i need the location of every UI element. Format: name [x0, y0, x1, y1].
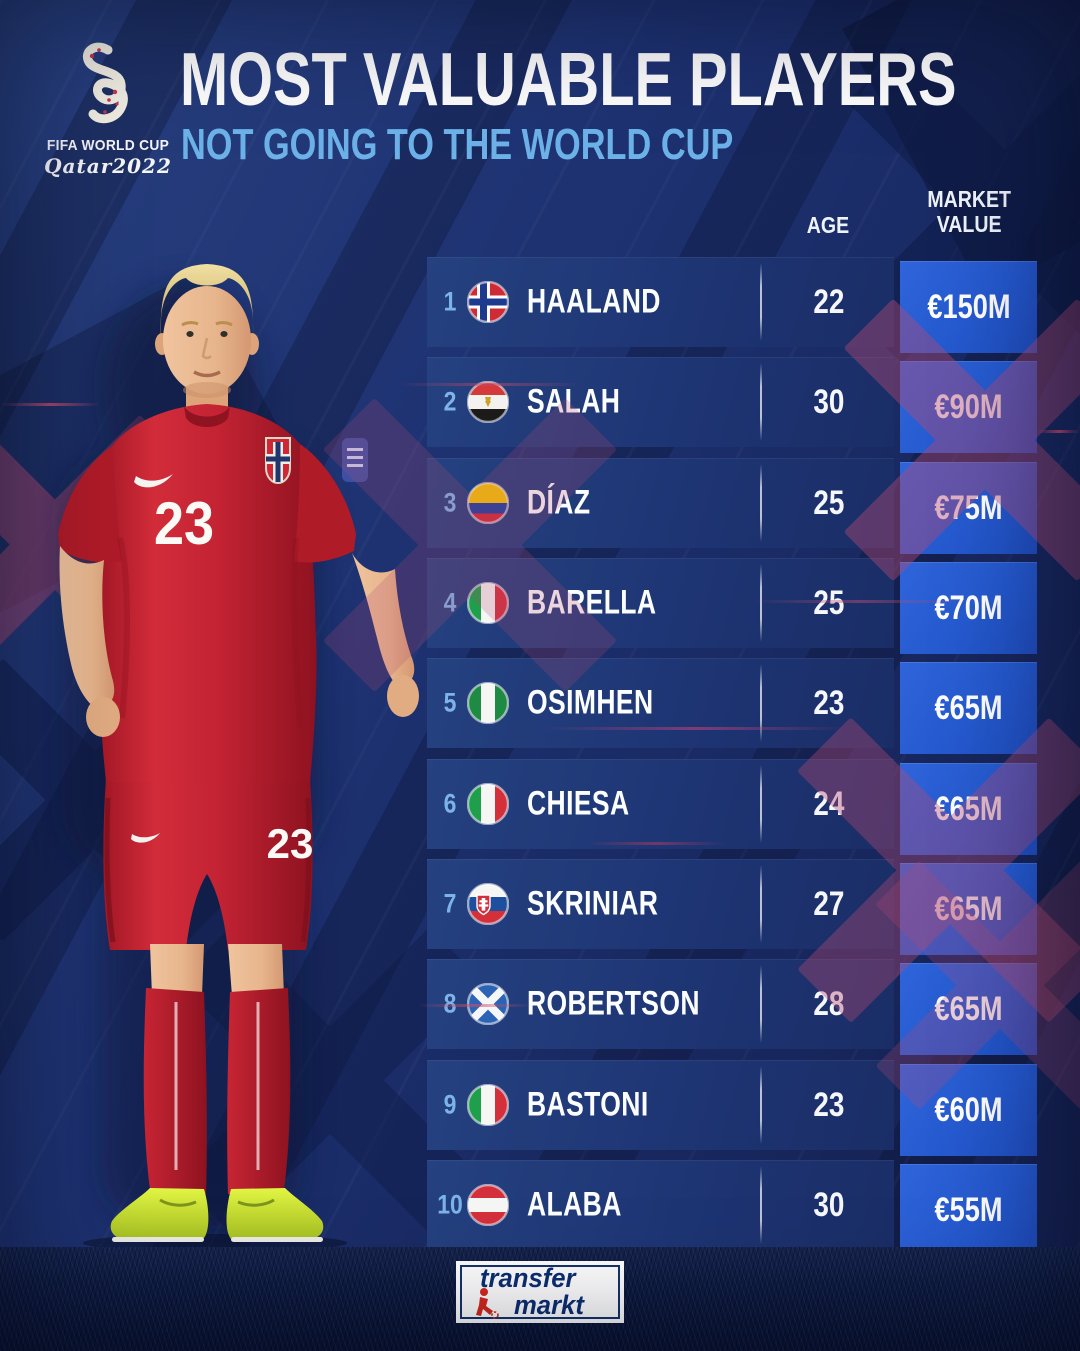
fifa-world-cup-label: FIFA WORLD CUP	[46, 137, 170, 154]
rank-label: 7	[443, 888, 457, 919]
column-divider	[760, 564, 762, 642]
column-divider	[760, 263, 762, 341]
player-name: SALAH	[527, 382, 621, 421]
austria-flag-icon	[467, 1184, 509, 1226]
market-value: €55M	[934, 1190, 1003, 1229]
player-age: 22	[813, 282, 845, 321]
market-value-cell: €150M	[900, 261, 1037, 353]
player-age: 30	[813, 382, 845, 421]
player-name: BARELLA	[527, 583, 657, 622]
player-age: 25	[813, 483, 845, 522]
market-value: €150M	[926, 287, 1011, 326]
market-value-cell: €70M	[900, 562, 1037, 654]
rank-label: 4	[443, 587, 457, 618]
column-divider	[760, 1066, 762, 1144]
column-divider	[760, 765, 762, 843]
rank-label: 8	[443, 988, 457, 1019]
page-subtitle: NOT GOING TO THE WORLD CUP	[181, 120, 734, 169]
market-value-cell: €65M	[900, 863, 1037, 955]
market-value-cell: €65M	[900, 662, 1037, 754]
market-value: €70M	[934, 588, 1003, 627]
table-row: 6 CHIESA 24 €65M	[427, 759, 1037, 855]
scotland-flag-icon	[467, 983, 509, 1025]
slovakia-flag-icon	[467, 883, 509, 925]
brand-word-transfer: transfer	[480, 1263, 576, 1293]
player-age: 23	[813, 683, 845, 722]
player-name: CHIESA	[527, 784, 630, 823]
player-name: OSIMHEN	[527, 683, 654, 722]
fifa-world-cup-logo: FIFA WORLD CUP Qatar2022	[40, 40, 176, 178]
market-value-cell: €65M	[900, 963, 1037, 1055]
italy-flag-icon	[467, 783, 509, 825]
table-row: 3 DÍAZ 25 €75M	[427, 458, 1037, 554]
italy-flag-icon	[467, 582, 509, 624]
player-age: 28	[813, 984, 845, 1023]
player-age: 30	[813, 1185, 845, 1224]
player-name: ROBERTSON	[527, 984, 700, 1023]
table-row: 7 SKRINIAR 27 €65M	[427, 859, 1037, 955]
column-divider	[760, 1166, 762, 1244]
market-value: €65M	[934, 889, 1003, 928]
svg-text:23: 23	[267, 820, 314, 867]
market-value-column-header: MARKET VALUE	[927, 186, 1011, 237]
rank-label: 3	[443, 487, 457, 518]
transfermarkt-player-icon	[476, 1288, 499, 1319]
brand-word-markt: markt	[514, 1290, 584, 1320]
market-value: €75M	[934, 488, 1003, 527]
rank-label: 9	[443, 1089, 457, 1120]
market-value: €60M	[934, 1090, 1003, 1129]
player-name: DÍAZ	[527, 483, 591, 522]
table-row: 2 SALAH 30 €90M	[427, 357, 1037, 453]
svg-text:23: 23	[154, 490, 214, 557]
market-value: €65M	[934, 789, 1003, 828]
italy-flag-icon	[467, 1084, 509, 1126]
player-age: 24	[813, 784, 845, 823]
norway-flag-icon	[467, 281, 509, 323]
table-row: 10 ALABA 30 €55M	[427, 1160, 1037, 1256]
transfermarkt-logo: transfer markt	[456, 1261, 624, 1323]
table-row: 4 BARELLA 25 €70M	[427, 558, 1037, 654]
table-row: 8 ROBERTSON 28 €65M	[427, 959, 1037, 1055]
market-value: €65M	[934, 989, 1003, 1028]
market-value-cell: €75M	[900, 462, 1037, 554]
rank-label: 6	[443, 788, 457, 819]
rank-label: 2	[443, 386, 457, 417]
egypt-flag-icon	[467, 381, 509, 423]
player-name: BASTONI	[527, 1085, 649, 1124]
player-name: HAALAND	[527, 282, 661, 321]
page-title: MOST VALUABLE PLAYERS	[180, 37, 957, 121]
column-divider	[760, 664, 762, 742]
column-divider	[760, 965, 762, 1043]
market-value: €90M	[934, 387, 1003, 426]
qatar-2022-label: Qatar2022	[44, 154, 172, 178]
player-age: 27	[813, 884, 845, 923]
market-value-cell: €90M	[900, 361, 1037, 453]
player-name: ALABA	[527, 1185, 622, 1224]
rank-label: 5	[443, 687, 457, 718]
rank-label: 10	[437, 1189, 463, 1220]
table-row: 9 BASTONI 23 €60M	[427, 1060, 1037, 1156]
age-column-header: AGE	[806, 212, 850, 238]
player-name: SKRINIAR	[527, 884, 659, 923]
market-value-cell: €55M	[900, 1164, 1037, 1256]
nigeria-flag-icon	[467, 682, 509, 724]
table-row: 5 OSIMHEN 23 €65M	[427, 658, 1037, 754]
player-age: 23	[813, 1085, 845, 1124]
haaland-player-photo: 23 23	[58, 264, 419, 1252]
qatar-2022-emblem-icon	[83, 42, 128, 124]
player-age: 25	[813, 583, 845, 622]
market-value-cell: €65M	[900, 763, 1037, 855]
rank-label: 1	[443, 286, 457, 317]
column-divider	[760, 363, 762, 441]
column-divider	[760, 865, 762, 943]
column-divider	[760, 464, 762, 542]
market-value: €65M	[934, 688, 1003, 727]
colombia-flag-icon	[467, 482, 509, 524]
table-row: 1 HAALAND 22 €150M	[427, 257, 1037, 353]
market-value-cell: €60M	[900, 1064, 1037, 1156]
